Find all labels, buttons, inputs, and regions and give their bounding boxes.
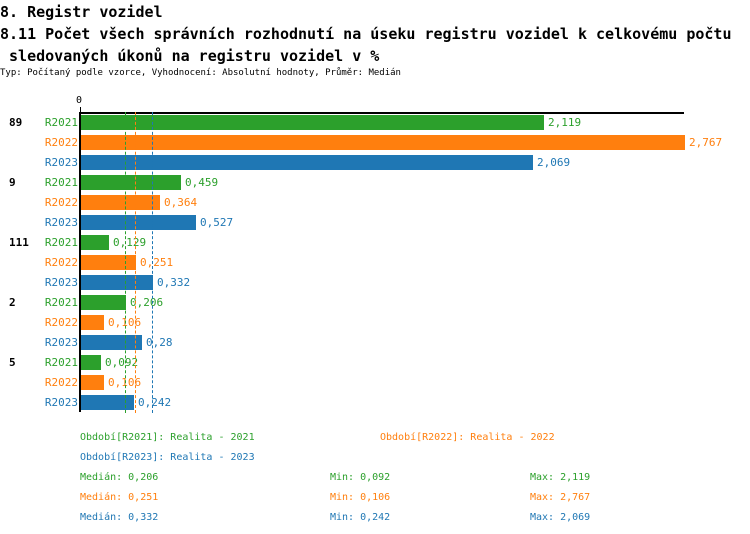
- bar-value-label: 0,459: [185, 176, 219, 189]
- series-label: R2023: [44, 156, 78, 169]
- indicator-meta: Typ: Počítaný podle vzorce, Vyhodnocení:…: [0, 68, 401, 78]
- series-label: R2023: [44, 336, 78, 349]
- bar-value-label: 0,129: [113, 236, 147, 249]
- bar-value-label: 0,092: [105, 356, 139, 369]
- median-line-r2023: [152, 112, 153, 413]
- legend-item-r2022: Období[R2022]: Realita - 2022: [380, 432, 555, 443]
- bar-value-label: 0,251: [140, 256, 174, 269]
- group-label: 5: [9, 356, 16, 369]
- series-label: R2021: [44, 176, 78, 189]
- group-label: 111: [9, 236, 29, 249]
- indicator-title-line2: sledovaných úkonů na registru vozidel v …: [0, 47, 380, 65]
- series-label: R2021: [44, 116, 78, 129]
- bar-value-label: 2,069: [537, 156, 571, 169]
- series-label: R2023: [44, 216, 78, 229]
- stat-min-r2023: Min: 0,242: [330, 512, 391, 523]
- stat-max-r2021: Max: 2,119: [530, 472, 591, 483]
- stat-min-r2022: Min: 0,106: [330, 492, 391, 503]
- group-label: 2: [9, 296, 16, 309]
- series-label: R2021: [44, 236, 78, 249]
- bar-value-label: 0,106: [108, 376, 142, 389]
- bar-value-label: 0,527: [200, 216, 234, 229]
- bar: [81, 335, 142, 350]
- bar: [81, 235, 109, 250]
- bar: [81, 275, 153, 290]
- series-label: R2023: [44, 276, 78, 289]
- stat-median-r2022: Medián: 0,251: [80, 492, 159, 503]
- bar: [81, 395, 134, 410]
- bar-value-label: 2,119: [548, 116, 582, 129]
- axis-zero-tick-label: 0: [76, 95, 83, 106]
- median-line-r2022: [135, 112, 136, 413]
- bar-value-label: 0,206: [130, 296, 164, 309]
- bar-value-label: 0,106: [108, 316, 142, 329]
- series-label: R2022: [44, 376, 78, 389]
- indicator-title-line1: 8.11 Počet všech správních rozhodnutí na…: [0, 25, 732, 43]
- series-label: R2022: [44, 316, 78, 329]
- series-label: R2021: [44, 356, 78, 369]
- stat-median-r2023: Medián: 0,332: [80, 512, 159, 523]
- bar: [81, 195, 160, 210]
- bar: [81, 115, 544, 130]
- bar: [81, 255, 136, 270]
- group-label: 9: [9, 176, 16, 189]
- series-label: R2022: [44, 256, 78, 269]
- bar: [81, 155, 533, 170]
- axis-zero-tick: [80, 107, 81, 112]
- section-title: 8. Registr vozidel: [0, 3, 163, 21]
- bar: [81, 295, 126, 310]
- bar-value-label: 2,767: [689, 136, 723, 149]
- axis-baseline: [79, 112, 81, 412]
- legend-item-r2023: Období[R2023]: Realita - 2023: [80, 452, 255, 463]
- group-label: 89: [9, 116, 23, 129]
- stat-max-r2023: Max: 2,069: [530, 512, 591, 523]
- series-label: R2023: [44, 396, 78, 409]
- bar: [81, 315, 104, 330]
- bar-value-label: 0,364: [164, 196, 198, 209]
- series-label: R2021: [44, 296, 78, 309]
- series-label: R2022: [44, 136, 78, 149]
- bar: [81, 215, 196, 230]
- bar-value-label: 0,242: [138, 396, 172, 409]
- bar-value-label: 0,332: [157, 276, 191, 289]
- bar: [81, 375, 104, 390]
- stat-min-r2021: Min: 0,092: [330, 472, 391, 483]
- axis-top-line: [80, 112, 684, 114]
- series-label: R2022: [44, 196, 78, 209]
- bar: [81, 135, 685, 150]
- legend-item-r2021: Období[R2021]: Realita - 2021: [80, 432, 255, 443]
- median-line-r2021: [125, 112, 126, 413]
- bar-value-label: 0,28: [146, 336, 173, 349]
- bar: [81, 355, 101, 370]
- bar: [81, 175, 181, 190]
- stat-max-r2022: Max: 2,767: [530, 492, 591, 503]
- stat-median-r2021: Medián: 0,206: [80, 472, 159, 483]
